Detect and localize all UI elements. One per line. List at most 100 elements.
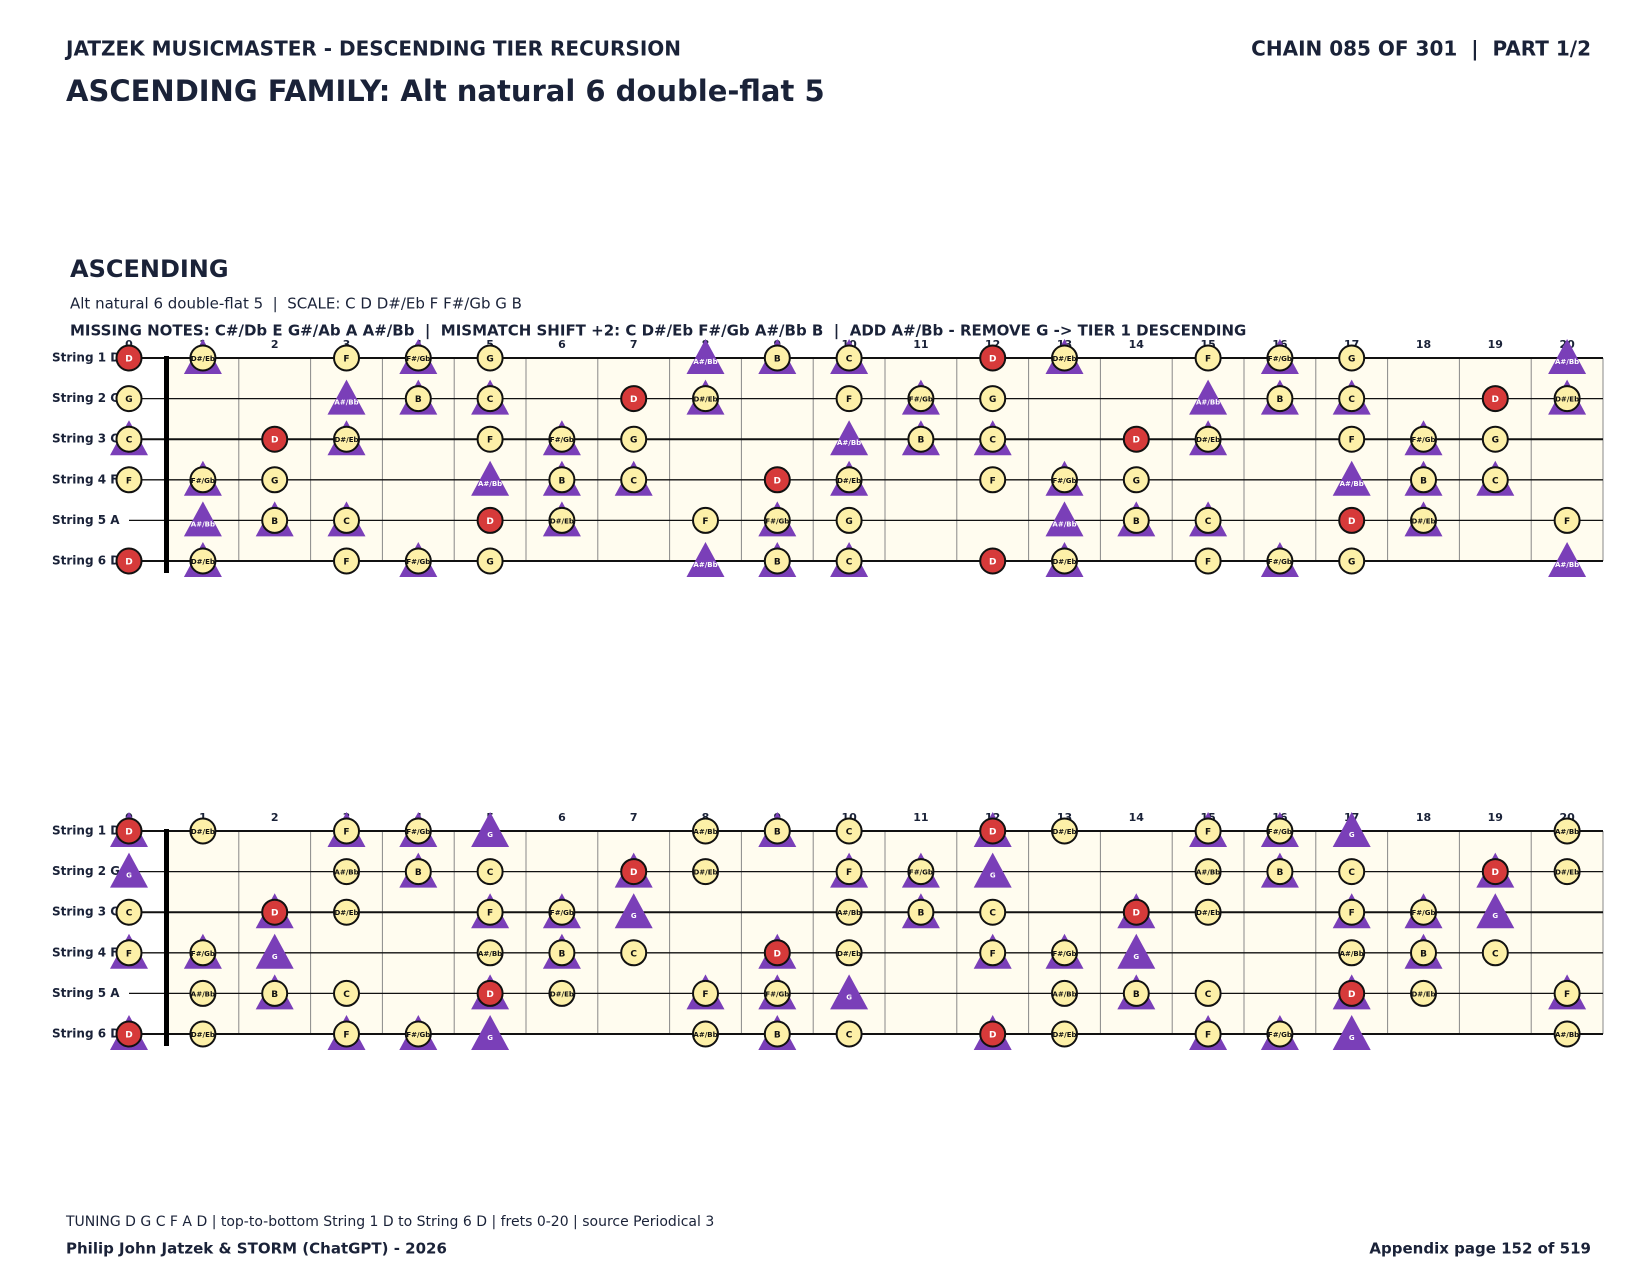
string-label: String 1 D	[52, 824, 120, 838]
note-label: D#/Eb	[191, 355, 215, 363]
note-circle	[979, 425, 1007, 453]
note-circle	[333, 547, 360, 575]
note-label: C	[846, 1031, 853, 1041]
triangle-marker	[471, 812, 510, 847]
note-label: D	[1348, 990, 1355, 1000]
triangle-label: A#/Bb	[191, 520, 215, 528]
triangle-marker	[471, 460, 510, 496]
note-label: G	[486, 558, 493, 568]
note-circle	[189, 344, 217, 372]
triangle-label: G	[1349, 831, 1355, 839]
note-circle	[1553, 817, 1581, 845]
note-circle	[1553, 979, 1581, 1007]
note-circle	[1553, 506, 1581, 534]
note-circle	[1266, 344, 1294, 372]
triangle-label: G	[126, 872, 132, 880]
triangle-label: G	[631, 912, 637, 920]
note-circle	[763, 547, 791, 575]
triangle-label: A#/Bb	[693, 561, 717, 569]
string-label: String 6 D	[52, 554, 120, 568]
triangle-label: A#/Bb	[478, 480, 502, 488]
note-circle	[763, 344, 791, 372]
note-circle	[979, 1020, 1007, 1048]
note-circle	[1410, 979, 1437, 1007]
note-circle	[692, 858, 719, 886]
note-label: B	[774, 828, 781, 838]
triangle-marker	[183, 501, 222, 537]
note-circle	[1051, 939, 1078, 967]
note-label: F	[1205, 828, 1211, 838]
note-label: D#/Eb	[1052, 1031, 1076, 1039]
note-label: D#/Eb	[1196, 436, 1220, 444]
note-circle	[1338, 344, 1366, 372]
note-label: F#/Gb	[406, 558, 430, 566]
triangle-marker	[1045, 501, 1084, 537]
note-label: B	[1133, 990, 1140, 1000]
note-circle	[261, 898, 289, 926]
note-circle	[1051, 466, 1078, 494]
note-circle	[763, 979, 791, 1007]
note-label: A#/Bb	[1555, 1031, 1579, 1039]
note-circle	[907, 425, 935, 453]
note-label: D#/Eb	[1411, 517, 1435, 525]
header-right: CHAIN 085 OF 301 | PART 1/2	[1251, 37, 1591, 61]
note-circle	[189, 979, 217, 1007]
fret-number: 11	[913, 811, 928, 824]
note-circle	[692, 506, 719, 534]
note-label: A#/Bb	[334, 869, 358, 877]
string-label: String 4 F	[52, 472, 118, 486]
note-label: G	[630, 436, 637, 446]
note-label: F	[487, 436, 493, 446]
note-label: D#/Eb	[191, 558, 215, 566]
note-label: D	[486, 517, 493, 527]
note-circle	[476, 939, 504, 967]
note-circle	[1194, 425, 1222, 453]
note-label: D	[989, 355, 996, 365]
fret-number: 6	[558, 811, 566, 824]
note-label: F#/Gb	[1412, 436, 1436, 444]
triangle-marker	[973, 852, 1012, 888]
note-circle	[115, 344, 143, 372]
note-circle	[620, 466, 648, 494]
triangle-marker	[1548, 542, 1587, 577]
note-label: F	[1205, 558, 1211, 568]
triangle-marker	[1117, 933, 1156, 969]
note-circle	[115, 385, 143, 413]
note-circle	[1481, 939, 1509, 967]
fret-number: 18	[1416, 338, 1431, 351]
string-label: String 5 A	[52, 513, 120, 527]
note-label: A#/Bb	[693, 1031, 717, 1039]
triangle-marker	[830, 974, 869, 1010]
note-circle	[548, 466, 576, 494]
note-label: D#/Eb	[837, 477, 861, 485]
note-circle	[835, 1020, 863, 1048]
header-left: JATZEK MUSICMASTER - DESCENDING TIER REC…	[64, 37, 681, 61]
note-circle	[835, 547, 863, 575]
note-label: F#/Gb	[1268, 558, 1292, 566]
triangle-marker	[1189, 379, 1228, 415]
note-label: D#/Eb	[1555, 869, 1579, 877]
note-circle	[404, 344, 432, 372]
note-circle	[1410, 898, 1437, 926]
note-circle	[1051, 547, 1078, 575]
triangle-marker	[1332, 812, 1371, 847]
note-circle	[763, 817, 791, 845]
note-circle	[1266, 858, 1294, 886]
note-circle	[404, 385, 432, 413]
note-circle	[476, 898, 504, 926]
note-label: D	[1133, 909, 1140, 919]
note-circle	[189, 547, 217, 575]
note-circle	[1266, 385, 1294, 413]
triangle-marker	[686, 339, 725, 374]
note-label: B	[1420, 949, 1427, 959]
note-circle	[548, 425, 576, 453]
nut	[164, 356, 169, 573]
note-label: C	[1492, 949, 1499, 959]
note-label: G	[1348, 355, 1355, 365]
note-label: C	[630, 949, 637, 959]
triangle-marker	[1476, 893, 1515, 929]
note-circle	[979, 939, 1007, 967]
note-label: C	[989, 436, 996, 446]
note-circle	[476, 858, 504, 886]
note-circle	[1481, 466, 1509, 494]
